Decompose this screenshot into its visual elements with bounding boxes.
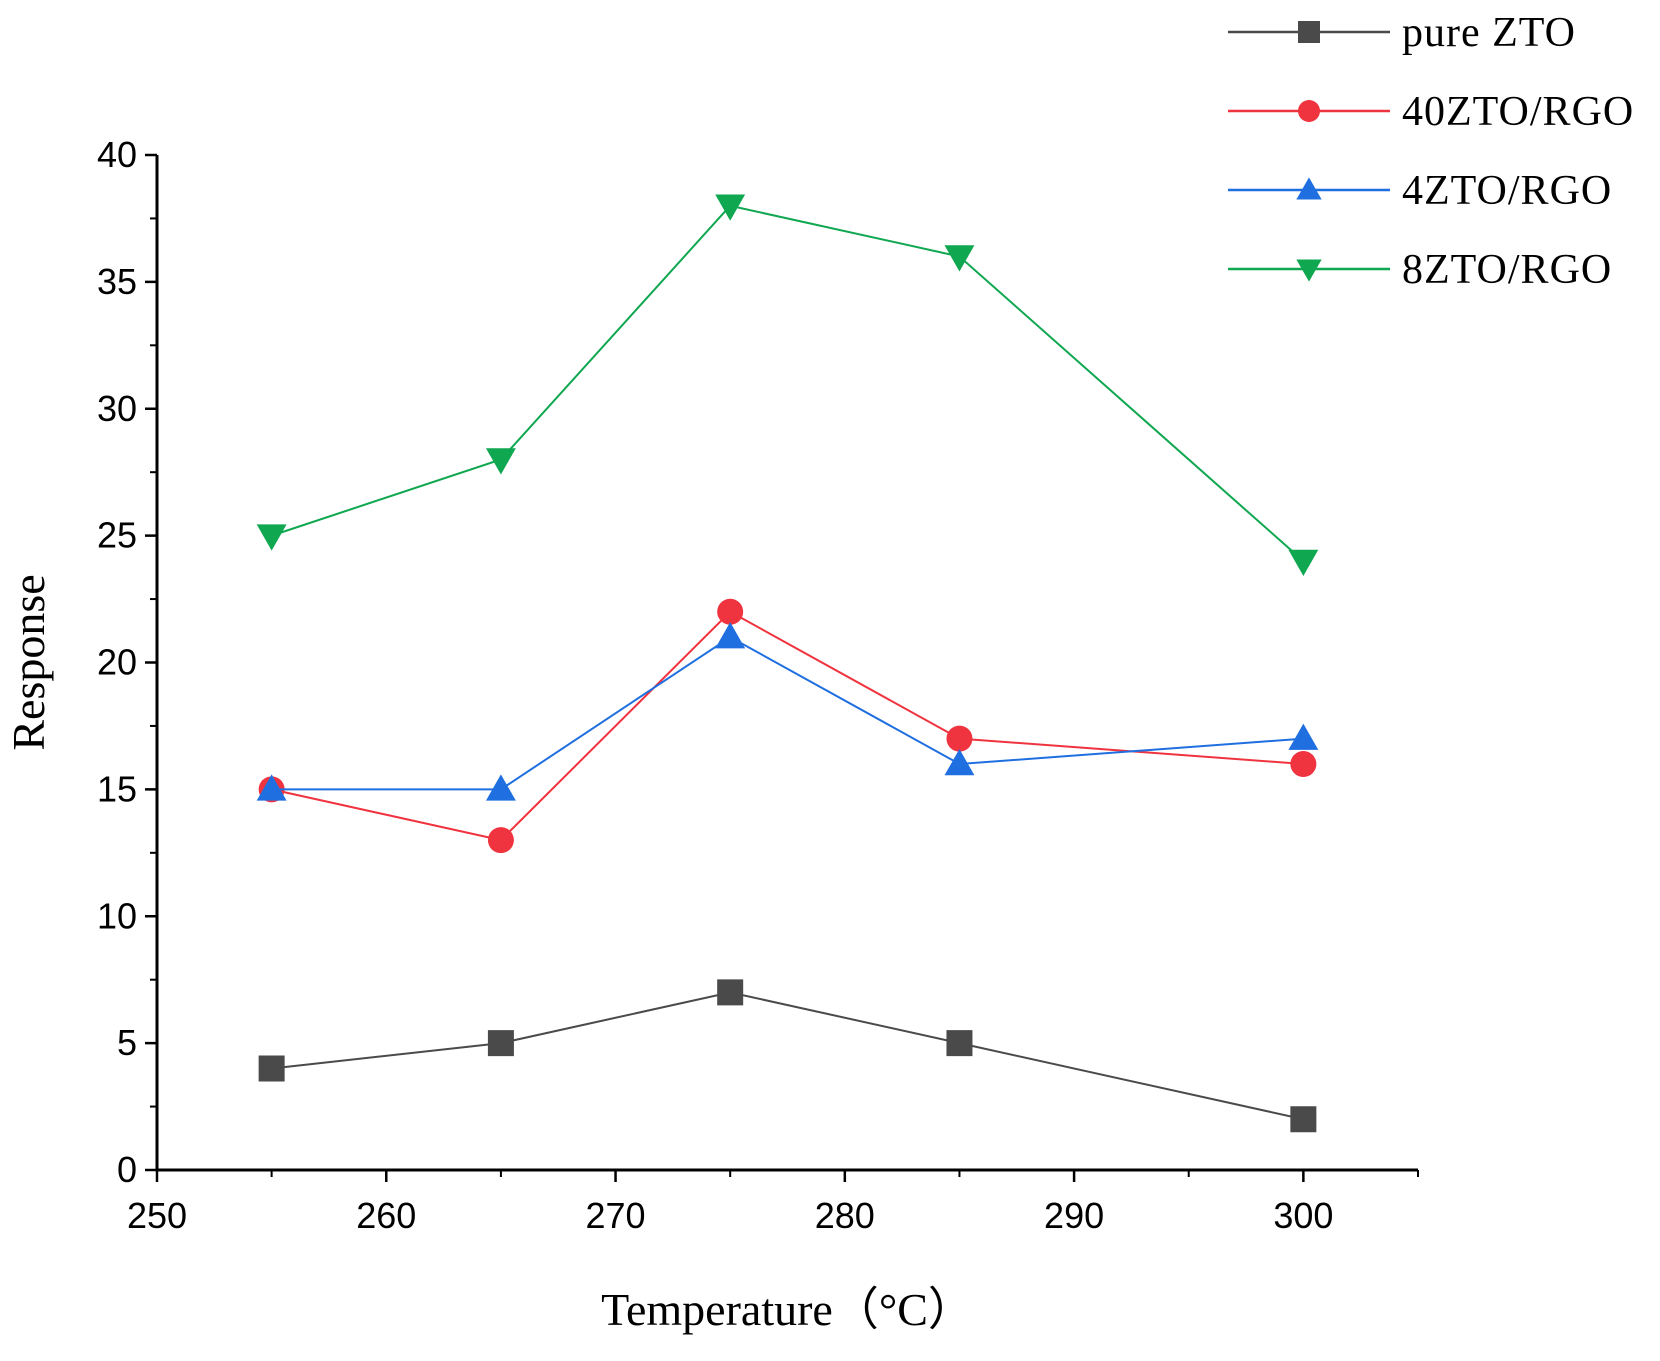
data-point <box>1288 549 1319 576</box>
legend-marker <box>1298 21 1320 43</box>
data-point <box>485 774 516 801</box>
data-point <box>258 1055 285 1082</box>
series-8zto-rgo <box>256 194 1319 576</box>
data-point <box>717 979 744 1006</box>
data-point <box>1290 1106 1317 1133</box>
y-tick-label: 35 <box>97 261 137 302</box>
data-point <box>715 622 746 649</box>
y-tick-label: 30 <box>97 388 137 429</box>
axes: 0 5 10 15 20 25 30 35 40 250 260 270 280 290 300 <box>97 134 1419 1236</box>
x-tick-label: 270 <box>586 1195 646 1236</box>
data-point <box>1290 751 1317 777</box>
y-tick-label: 10 <box>97 895 137 936</box>
y-tick-label: 0 <box>117 1149 137 1190</box>
data-point <box>485 448 516 475</box>
data-point <box>944 245 975 272</box>
legend-label: 40ZTO/RGO <box>1402 89 1634 135</box>
x-tick-label: 280 <box>815 1195 875 1236</box>
x-tick-label: 250 <box>127 1195 187 1236</box>
y-tick-label: 15 <box>97 768 137 809</box>
y-axis-title: Response <box>3 574 54 750</box>
series-line <box>271 610 1304 842</box>
x-tick-label: 260 <box>356 1195 416 1236</box>
legend-label: 8ZTO/RGO <box>1402 247 1612 293</box>
x-tick-label: 300 <box>1273 1195 1333 1236</box>
series-pure-zto <box>258 979 1317 1133</box>
y-tick-label: 25 <box>97 515 137 556</box>
series-line <box>271 204 1305 562</box>
legend-label: 4ZTO/RGO <box>1402 168 1612 214</box>
data-point <box>944 749 975 776</box>
series-layer <box>256 194 1319 1133</box>
data-point <box>1288 723 1319 750</box>
data-point <box>256 524 287 551</box>
series-line <box>271 991 1304 1121</box>
y-tick-label: 20 <box>97 642 137 683</box>
data-point <box>487 827 514 854</box>
y-tick-label: 40 <box>97 134 137 175</box>
series-line <box>271 635 1304 791</box>
data-point <box>487 1030 514 1057</box>
legend: pure ZTO 40ZTO/RGO 4ZTO/RGO 8ZTO/RGO <box>1228 10 1634 293</box>
data-point <box>946 725 973 752</box>
data-point <box>715 194 746 221</box>
data-point <box>946 1030 973 1057</box>
legend-item: pure ZTO <box>1228 10 1576 56</box>
data-point <box>717 598 744 625</box>
series-4zto-rgo <box>256 622 1319 801</box>
series-40zto-rgo <box>258 598 1317 854</box>
data-point <box>256 774 287 801</box>
legend-marker <box>1296 259 1322 282</box>
legend-label: pure ZTO <box>1402 10 1576 56</box>
legend-item: 40ZTO/RGO <box>1228 89 1634 135</box>
legend-marker <box>1296 177 1322 200</box>
x-tick-label: 290 <box>1044 1195 1104 1236</box>
legend-marker <box>1298 100 1320 122</box>
y-tick-label: 5 <box>117 1022 137 1063</box>
legend-item: 8ZTO/RGO <box>1228 247 1612 293</box>
x-axis-title: Temperature（°C） <box>601 1284 974 1335</box>
legend-item: 4ZTO/RGO <box>1228 168 1612 214</box>
